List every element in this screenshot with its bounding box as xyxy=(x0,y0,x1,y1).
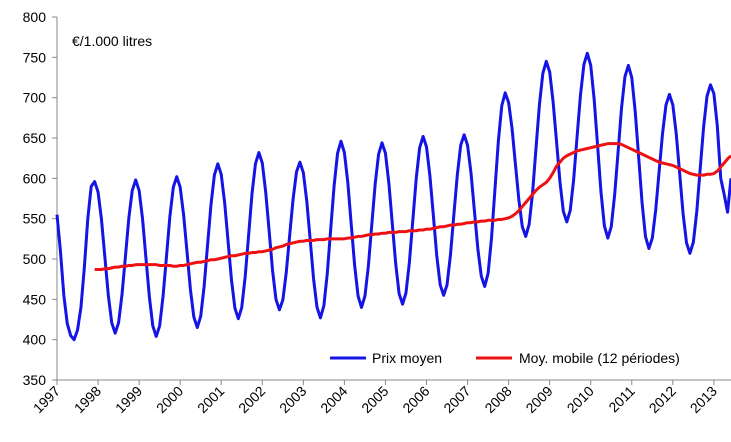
x-tick-label: 2007 xyxy=(440,383,473,416)
x-tick-label: 2013 xyxy=(687,383,720,416)
x-tick-label: 2008 xyxy=(481,383,514,416)
legend-label: Prix moyen xyxy=(372,350,442,366)
x-tick-label: 2004 xyxy=(317,383,350,416)
x-tick-label: 2006 xyxy=(399,383,432,416)
x-tick-label: 1998 xyxy=(71,383,104,416)
x-tick-label: 2003 xyxy=(276,383,309,416)
y-tick-label: 750 xyxy=(23,49,47,65)
series-line xyxy=(55,51,731,342)
x-tick-label: 2001 xyxy=(194,383,227,416)
series-line xyxy=(94,142,731,271)
x-tick-label: 2010 xyxy=(564,383,597,416)
y-tick-label: 450 xyxy=(23,291,47,307)
y-tick-label: 350 xyxy=(23,372,47,388)
x-tick-label: 2002 xyxy=(235,383,268,416)
y-tick-label: 650 xyxy=(23,130,47,146)
x-tick-label: 2012 xyxy=(646,383,679,416)
unit-annotation: €/1.000 litres xyxy=(72,33,152,49)
x-tick-label: 2011 xyxy=(605,383,638,416)
y-tick-label: 600 xyxy=(23,170,47,186)
x-tick-label: 2005 xyxy=(358,383,391,416)
x-tick-label: 2009 xyxy=(522,383,555,416)
x-tick-label: 2000 xyxy=(153,383,186,416)
y-tick-label: 500 xyxy=(23,251,47,267)
legend-label: Moy. mobile (12 périodes) xyxy=(519,350,680,366)
y-tick-label: 800 xyxy=(23,9,47,25)
x-tick-label: 1999 xyxy=(112,383,145,416)
y-tick-label: 700 xyxy=(23,90,47,106)
y-tick-label: 550 xyxy=(23,211,47,227)
y-tick-label: 400 xyxy=(23,332,47,348)
